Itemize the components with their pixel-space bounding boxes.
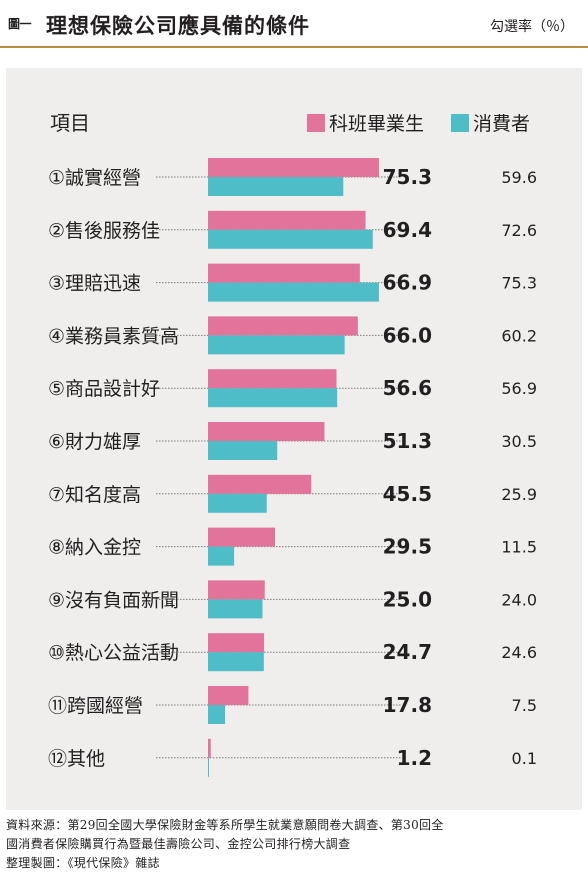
chart-row: ⑨沒有負面新聞 25.0 24.0	[48, 580, 537, 619]
value-label-consumers: 25.9	[501, 485, 537, 504]
category-label: ②售後服務佳	[48, 220, 160, 242]
header-rule	[0, 46, 588, 48]
bar-consumers	[208, 441, 278, 460]
value-label-graduates: 51.3	[383, 429, 432, 453]
chart-row: ⑫其他 1.2 0.1	[48, 738, 537, 777]
category-label: ⑫其他	[48, 748, 105, 770]
legend-swatch-consumers	[451, 114, 469, 132]
value-label-consumers: 75.3	[501, 274, 537, 293]
category-label: ⑤商品設計好	[48, 378, 160, 400]
chart-row: ⑪跨國經營 17.8 7.5	[48, 686, 537, 724]
value-label-graduates: 17.8	[383, 693, 432, 717]
bar-graduates	[208, 422, 325, 441]
bar-graduates	[208, 633, 265, 653]
category-label: ①誠實經營	[48, 167, 141, 189]
chart-row: ②售後服務佳 69.4 72.6	[48, 210, 537, 249]
bar-graduates	[208, 210, 366, 230]
value-label-consumers: 59.6	[501, 168, 537, 187]
chart-row: ⑧納入金控 29.5 11.5	[48, 527, 537, 566]
bar-consumers	[208, 335, 345, 355]
bar-chart: 項目 科班畢業生 消費者 ①誠實經營 75.3 59.6 ②售後服務佳 69.4 72.6…	[48, 111, 537, 777]
value-label-graduates: 75.3	[383, 165, 432, 189]
bar-graduates	[208, 686, 249, 705]
chart-row: ⑤商品設計好 56.6 56.9	[48, 369, 537, 408]
chart-row: ⑥財力雄厚 51.3 30.5	[48, 422, 537, 460]
bar-consumers	[208, 282, 379, 302]
value-label-consumers: 0.1	[512, 749, 537, 768]
bar-consumers	[208, 493, 267, 513]
legend-label-consumers: 消費者	[473, 113, 530, 135]
bar-consumers	[208, 599, 263, 619]
value-label-consumers: 7.5	[512, 696, 537, 715]
category-header: 項目	[50, 111, 90, 135]
value-label-consumers: 24.0	[501, 590, 537, 609]
figure-header: 圖一 理想保險公司應具備的條件 勾選率（％）	[0, 0, 588, 48]
value-label-graduates: 29.5	[383, 535, 432, 559]
source-line-1: 資料來源：第29回全國大學保險財金等系所學生就業意願問卷大調查、第30回全	[6, 818, 444, 832]
source-note: 資料來源：第29回全國大學保險財金等系所學生就業意願問卷大調查、第30回全 國消…	[6, 816, 584, 873]
legend-label-graduates: 科班畢業生	[329, 113, 424, 135]
category-label: ⑩熱心公益活動	[48, 642, 179, 664]
bar-graduates	[208, 158, 379, 177]
unit-label: 勾選率（％）	[490, 19, 574, 35]
bar-graduates	[208, 474, 312, 494]
category-label: ④業務員素質高	[48, 325, 179, 347]
value-label-consumers: 24.6	[501, 643, 537, 662]
legend-swatch-graduates	[307, 114, 325, 132]
chart-row: ①誠實經營 75.3 59.6	[48, 158, 537, 196]
chart-rows: ①誠實經營 75.3 59.6 ②售後服務佳 69.4 72.6 ③理賠迅速 66.9 75.3…	[48, 158, 537, 777]
chart-row: ⑩熱心公益活動 24.7 24.6	[48, 633, 537, 672]
value-label-graduates: 56.6	[383, 376, 432, 400]
value-label-consumers: 56.9	[501, 379, 537, 398]
source-line-3: 整理製圖：《現代保險》雜誌	[6, 856, 160, 870]
value-label-graduates: 45.5	[383, 482, 432, 506]
bar-consumers	[208, 546, 235, 566]
bar-consumers	[208, 388, 338, 408]
legend: 科班畢業生 消費者	[307, 113, 530, 135]
chart-row: ⑦知名度高 45.5 25.9	[48, 474, 537, 513]
bar-graduates	[208, 316, 358, 336]
bar-graduates	[208, 527, 275, 547]
bar-graduates	[208, 738, 211, 758]
category-label: ⑧納入金控	[48, 537, 141, 559]
category-label: ⑥財力雄厚	[48, 431, 141, 453]
chart-panel: 項目 科班畢業生 消費者 ①誠實經營 75.3 59.6 ②售後服務佳 69.4 72.6…	[6, 68, 582, 810]
value-label-graduates: 69.4	[383, 218, 432, 242]
bar-consumers	[208, 229, 373, 249]
chart-row: ④業務員素質高 66.0 60.2	[48, 316, 537, 355]
category-label: ⑦知名度高	[48, 484, 141, 506]
bar-graduates	[208, 263, 360, 283]
value-label-consumers: 72.6	[501, 221, 537, 240]
value-label-consumers: 60.2	[501, 326, 537, 345]
bar-graduates	[208, 580, 265, 600]
value-label-consumers: 30.5	[501, 432, 537, 451]
value-label-graduates: 24.7	[383, 640, 432, 664]
value-label-graduates: 1.2	[397, 746, 432, 770]
figure-label: 圖一	[8, 17, 32, 31]
bar-consumers	[208, 177, 344, 196]
category-label: ⑪跨國經營	[48, 695, 143, 717]
source-line-2: 國消費者保險購買行為暨最佳壽險公司、金控公司排行榜大調查	[6, 837, 351, 851]
category-label: ⑨沒有負面新聞	[48, 589, 179, 611]
value-label-graduates: 66.0	[383, 323, 432, 347]
value-label-graduates: 66.9	[383, 271, 432, 295]
chart-row: ③理賠迅速 66.9 75.3	[48, 263, 537, 302]
chart-title: 理想保險公司應具備的條件	[46, 14, 310, 38]
bar-consumers	[208, 757, 209, 777]
bar-graduates	[208, 369, 337, 389]
bar-consumers	[208, 705, 226, 724]
value-label-consumers: 11.5	[501, 538, 537, 557]
bar-consumers	[208, 652, 264, 672]
value-label-graduates: 25.0	[383, 587, 432, 611]
category-label: ③理賠迅速	[48, 273, 141, 295]
